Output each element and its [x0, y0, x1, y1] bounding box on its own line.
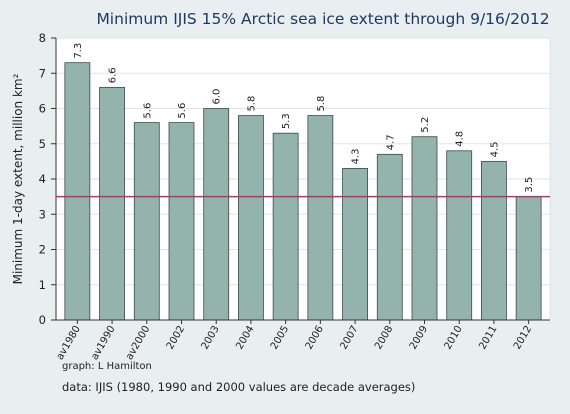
y-tick-label: 0 [39, 313, 46, 327]
bar [515, 196, 542, 321]
bar [342, 168, 368, 321]
bar [168, 122, 195, 321]
x-tick-label: 2011 [477, 324, 499, 352]
y-tick-label: 5 [39, 137, 46, 151]
bar-value-label: 6.6 [108, 67, 119, 83]
x-tick-label: 2004 [234, 324, 256, 352]
bar [64, 62, 91, 321]
y-tick-label: 8 [39, 31, 46, 45]
bar-value-label: 5.8 [316, 96, 327, 112]
bar [203, 108, 230, 321]
chart-title: Minimum IJIS 15% Arctic sea ice extent t… [96, 10, 549, 28]
y-tick-label: 2 [39, 243, 46, 257]
x-tick-label: 2006 [304, 324, 326, 352]
x-tick-label: 2010 [443, 324, 465, 352]
x-tick-label: av1980 [55, 324, 83, 362]
bar [481, 160, 507, 321]
x-tick-label: 2009 [408, 324, 430, 352]
bar [238, 115, 264, 321]
y-axis-label: Minimum 1-day extent, million km² [11, 73, 25, 284]
bar-value-label: 4.5 [489, 141, 500, 157]
bar [411, 136, 438, 321]
bar [272, 132, 299, 321]
x-tick-label: 2007 [338, 324, 360, 352]
bar-value-label: 7.3 [73, 43, 84, 59]
bar-value-label: 4.3 [351, 149, 362, 165]
y-tick-label: 4 [39, 172, 46, 186]
bar-value-label: 5.2 [420, 117, 431, 133]
y-tick-label: 7 [39, 66, 46, 80]
chart-source-note: data: IJIS (1980, 1990 and 2000 values a… [62, 380, 416, 394]
bar-value-label: 5.6 [142, 103, 153, 119]
x-tick-label: 2008 [373, 324, 395, 352]
bar-value-label: 6.0 [212, 89, 223, 105]
chart-credit: graph: L Hamilton [62, 361, 152, 372]
x-tick-label: 2002 [165, 324, 187, 352]
x-tick-label: 2005 [269, 324, 291, 352]
bar [133, 122, 160, 321]
bar-value-label: 4.8 [455, 131, 466, 147]
x-tick-label: av1990 [89, 324, 117, 362]
x-tick-label: 2003 [200, 324, 222, 352]
bar-value-label: 5.3 [281, 113, 292, 129]
bar [446, 150, 473, 321]
bar-value-label: 5.8 [246, 96, 257, 112]
y-tick-label: 3 [39, 207, 46, 221]
bar-value-label: 4.7 [385, 134, 396, 150]
bar [307, 115, 334, 321]
bar-value-label: 5.6 [177, 103, 188, 119]
bar [99, 86, 125, 321]
bar [376, 153, 403, 321]
x-tick-label: 2012 [512, 324, 534, 352]
x-tick-label: av2000 [124, 324, 152, 362]
y-tick-label: 1 [39, 278, 46, 292]
y-tick-label: 6 [39, 102, 46, 116]
bar-value-label: 3.5 [524, 177, 535, 193]
